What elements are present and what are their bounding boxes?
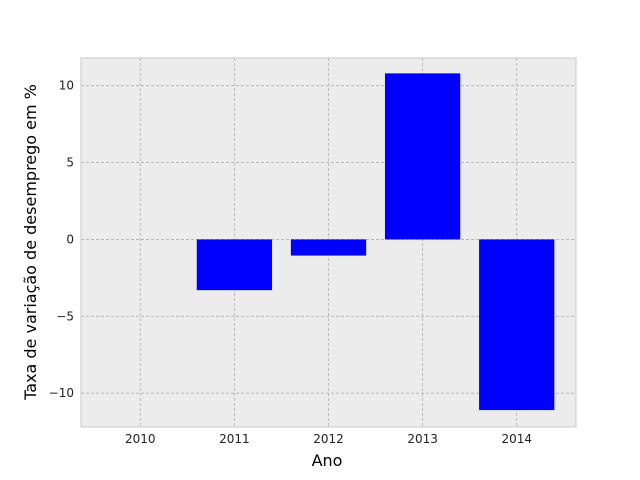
y-tick-label: −10 xyxy=(49,386,74,400)
x-tick-labels: 2010 2011 2012 2013 2014 xyxy=(125,432,532,446)
x-tick-label: 2014 xyxy=(501,432,532,446)
x-tick-label: 2013 xyxy=(407,432,438,446)
bar-2011 xyxy=(196,239,273,291)
bar-2012 xyxy=(290,239,367,256)
x-tick-label: 2010 xyxy=(125,432,156,446)
plot-frame xyxy=(80,57,577,428)
x-tick-label: 2011 xyxy=(219,432,250,446)
y-tick-label: 5 xyxy=(66,156,74,170)
bar-2014 xyxy=(479,239,555,411)
y-tick-label: 0 xyxy=(66,232,74,246)
y-tick-labels: −10 −5 0 5 10 xyxy=(49,79,74,400)
x-axis-title: Ano xyxy=(312,451,343,470)
y-tick-label: 10 xyxy=(59,79,74,93)
bars xyxy=(196,73,555,411)
bar-2013 xyxy=(384,73,461,240)
x-tick-label: 2012 xyxy=(313,432,344,446)
y-tick-label: −5 xyxy=(56,309,74,323)
y-axis-title: Taxa de variação de desemprego em % xyxy=(21,84,40,401)
